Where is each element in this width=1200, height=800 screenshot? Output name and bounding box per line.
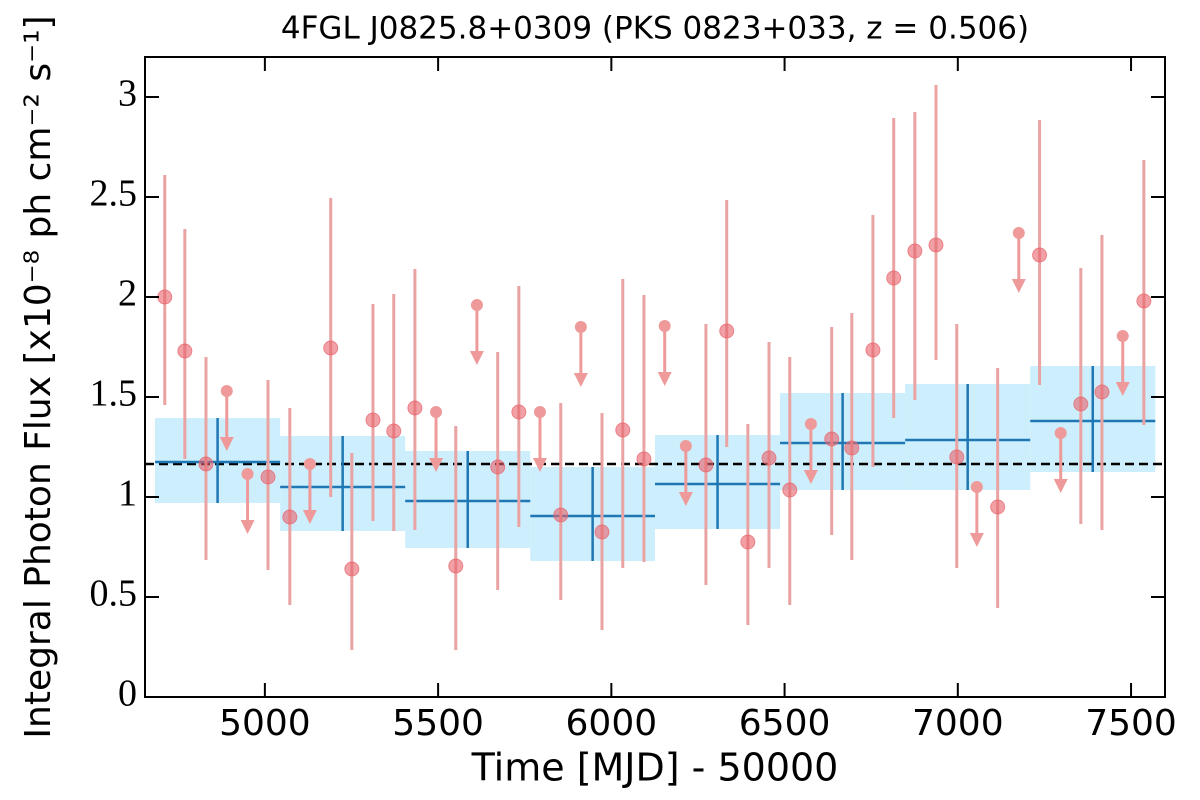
flux-point [344,561,360,577]
x-tick-label: 7500 [1085,703,1177,744]
upper-limit-head [219,437,234,451]
upper-limit-head [678,492,693,506]
x-tick-label: 5000 [219,703,311,744]
flux-point [928,237,944,253]
upper-limit-head [1053,479,1068,493]
flux-point [260,469,276,485]
upper-limit-head [469,351,484,365]
flux-point [615,422,631,438]
upper-limit-point [241,468,254,480]
flux-point [1136,293,1152,309]
flux-point [177,343,193,359]
flux-point [323,340,339,356]
flux-point [698,457,714,473]
flux-point [553,507,569,523]
flux-point [719,323,735,339]
flux-point [1073,396,1089,412]
y-tick-label: 0.5 [90,573,138,615]
x-tick-label: 5500 [392,703,484,744]
y-tick-label: 1.5 [90,373,138,415]
upper-limit-point [220,385,233,397]
x-tick-label: 6500 [739,703,831,744]
plot-frame [144,56,1166,698]
flux-point [1032,247,1048,263]
upper-limit-point [1012,227,1025,239]
upper-limit-point [1116,330,1129,342]
upper-limit-point [574,321,587,333]
flux-point [844,440,860,456]
x-tick-label: 6000 [566,703,658,744]
upper-limit-point [470,299,483,311]
upper-limit-head [532,458,547,472]
upper-limit-head [969,533,984,547]
flux-point [198,456,214,472]
upper-limit-point [804,418,817,430]
upper-limit-point [658,320,671,332]
upper-limit-head [573,373,588,387]
flux-point [365,412,381,428]
flux-point [990,499,1006,515]
upper-limit-head [302,510,317,524]
flux-point [907,243,923,259]
x-axis-label: Time [MJD] - 50000 [471,746,839,790]
y-tick-label: 2 [118,273,137,315]
flux-point [386,423,402,439]
flux-point [886,270,902,286]
flux-point [949,449,965,465]
flux-point [761,450,777,466]
upper-limit-head [429,458,444,472]
flux-point [636,451,652,467]
y-tick-label: 1 [118,473,137,515]
flux-point [282,509,298,525]
y-axis-label: Integral Photon Flux [x10⁻⁸ ph cm⁻² s⁻¹] [18,15,59,738]
y-tick-label: 0 [118,673,137,715]
flux-point [407,400,423,416]
x-tick-label: 7000 [912,703,1004,744]
flux-point [448,558,464,574]
upper-limit-head [1115,382,1130,396]
chart-title: 4FGL J0825.8+0309 (PKS 0823+033, z = 0.5… [281,11,1029,47]
y-tick-label: 3 [118,73,137,115]
upper-limit-head [657,372,672,386]
upper-limit-point [970,481,983,493]
flux-point [1094,384,1110,400]
upper-limit-point [430,406,443,418]
flux-point [824,431,840,447]
upper-limit-point [1054,427,1067,439]
flux-point [490,459,506,475]
flux-point [865,342,881,358]
flux-point [511,404,527,420]
upper-limit-point [679,440,692,452]
y-tick-label: 2.5 [90,173,138,215]
upper-limit-head [1011,279,1026,293]
upper-limit-head [240,520,255,534]
upper-limit-head [803,470,818,484]
flux-point [157,289,173,305]
upper-limit-point [303,458,316,470]
upper-limit-point [533,406,546,418]
flux-point [782,482,798,498]
flux-point [594,524,610,540]
flux-point [740,534,756,550]
